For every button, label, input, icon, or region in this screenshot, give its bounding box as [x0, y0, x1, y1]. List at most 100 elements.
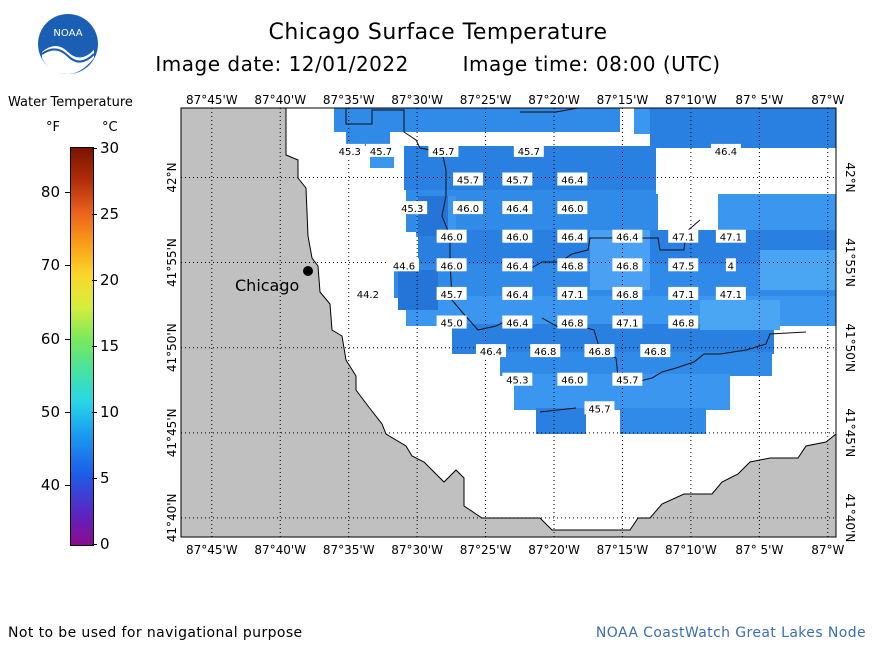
celsius-tick-label: 15: [100, 337, 120, 355]
label-background: [334, 143, 365, 157]
lat-label-left: 41°45'N: [165, 408, 179, 457]
label-background: [612, 286, 643, 300]
label-background: [557, 258, 588, 272]
contour-line: [520, 107, 579, 113]
label-background: [557, 286, 588, 300]
celsius-tick: [92, 280, 97, 281]
temperature-value: 46.4: [480, 347, 502, 358]
temperature-label: 45.7: [428, 143, 459, 158]
temperature-value: 47.1: [720, 233, 742, 244]
label-background: [502, 229, 533, 243]
temperature-value: 46.0: [440, 261, 462, 272]
lat-label-left: 41°50'N: [165, 323, 179, 372]
celsius-tick: [92, 544, 97, 545]
temperature-value: 45.7: [518, 147, 540, 158]
label-background: [436, 286, 467, 300]
temperature-label: 46.4: [557, 172, 588, 187]
fahrenheit-tick-label: 80: [40, 183, 60, 201]
temperature-label: 45.7: [584, 401, 615, 415]
temperature-pixel-block: [334, 108, 634, 132]
contour-line: [539, 407, 577, 413]
lon-label-bottom: 87°35'W: [323, 543, 375, 557]
temperature-value: 46.8: [534, 347, 556, 358]
fahrenheit-tick-label: 40: [40, 476, 60, 495]
label-background: [436, 315, 467, 329]
temperature-value: 47.1: [616, 319, 638, 330]
celsius-tick: [92, 478, 97, 479]
temperature-label: 47.1: [668, 229, 699, 244]
temperature-value: 47.1: [672, 233, 694, 244]
label-background: [557, 372, 588, 386]
lon-label-bottom: 87°10'W: [665, 543, 717, 557]
temperature-label: 46.8: [557, 315, 588, 330]
label-background: [557, 229, 588, 243]
label-background: [476, 344, 507, 358]
fahrenheit-tick-label: 50: [40, 403, 60, 421]
lat-label-left: 41°40'N: [165, 493, 179, 542]
no-data-area: [620, 108, 634, 134]
label-background: [715, 286, 746, 300]
celsius-tick-label: 30: [100, 139, 120, 157]
lon-label-bottom: 87°30'W: [391, 543, 443, 557]
lon-label-bottom: 87°20'W: [528, 543, 580, 557]
lon-label-top: 87° 5'W: [735, 93, 783, 107]
fahrenheit-tick: [65, 265, 70, 267]
unit-fahrenheit: °F: [46, 120, 60, 135]
temperature-label: 46.8: [530, 344, 561, 358]
lon-label-bottom: 87°15'W: [597, 543, 649, 557]
temperature-label: 46.0: [502, 229, 533, 244]
label-background: [397, 201, 428, 215]
temperature-value: 46.4: [506, 319, 528, 330]
contour-line: [527, 219, 701, 271]
temperature-value: 46.4: [506, 204, 528, 215]
temperature-label: 47.1: [715, 286, 746, 301]
label-background: [668, 229, 699, 243]
temperature-value: 47.1: [672, 290, 694, 301]
temperature-label: 46.0: [436, 229, 467, 244]
temperature-label: 47.1: [612, 315, 643, 330]
temperature-value: 46.8: [644, 347, 666, 358]
temperature-value: 47.5: [672, 261, 694, 272]
contour-line: [541, 317, 807, 383]
celsius-tick-label: 10: [100, 403, 120, 421]
fahrenheit-tick-label: 70: [40, 256, 60, 275]
label-background: [502, 258, 533, 272]
temperature-value: 45.7: [506, 176, 528, 187]
temperature-label: 46.4: [502, 315, 533, 330]
temperature-value: 46.8: [561, 319, 583, 330]
temperature-pixel-block: [760, 250, 836, 290]
lat-label-right: 41°45'N: [843, 408, 857, 457]
temperature-value: 46.4: [561, 176, 583, 187]
temperature-label: 46.4: [502, 201, 533, 215]
lat-label-right: 41°40'N: [843, 493, 857, 542]
fahrenheit-tick-label: 60: [40, 329, 60, 348]
temperature-value: 45.3: [401, 204, 423, 215]
label-background: [584, 344, 615, 358]
fahrenheit-tick: [65, 192, 70, 193]
label-background: [502, 286, 533, 300]
label-background: [436, 229, 467, 243]
temperature-value: 46.4: [715, 147, 737, 158]
fahrenheit-tick: [65, 412, 70, 413]
celsius-tick: [92, 148, 97, 149]
temperature-value: 45.7: [588, 404, 610, 415]
lon-label-bottom: 87°40'W: [254, 543, 306, 557]
temperature-value: 4: [728, 261, 734, 272]
noaa-logo: NOAA: [38, 14, 98, 74]
temperature-label: 45.7: [453, 172, 484, 187]
temperature-label: 44.6: [388, 258, 419, 272]
temperature-label: 46.8: [668, 315, 699, 330]
contour-line: [345, 108, 509, 331]
label-background: [365, 143, 396, 157]
no-data-area: [656, 148, 836, 194]
lon-label-top: 87°40'W: [254, 93, 306, 107]
label-background: [557, 201, 588, 215]
temperature-label: 46.4: [476, 344, 507, 358]
lon-label-top: 87°W: [811, 93, 844, 107]
temperature-value: 46.4: [506, 290, 528, 301]
temperature-value: 45.7: [432, 147, 454, 158]
celsius-tick-label: 0: [100, 535, 110, 553]
temperature-label: 45.3: [397, 201, 428, 215]
temperature-label: 45.0: [436, 315, 467, 330]
lon-label-top: 87°10'W: [665, 93, 717, 107]
